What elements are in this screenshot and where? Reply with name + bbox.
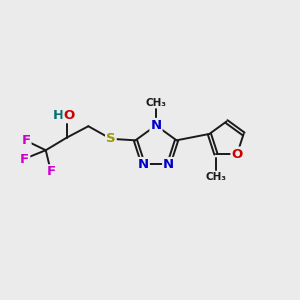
Text: O: O (64, 109, 75, 122)
Text: H: H (53, 109, 64, 122)
Text: N: N (163, 158, 174, 171)
Text: S: S (106, 132, 116, 145)
Text: N: N (138, 158, 149, 171)
Text: F: F (47, 165, 56, 178)
Text: O: O (232, 148, 243, 160)
Text: F: F (21, 134, 31, 147)
Text: F: F (20, 153, 29, 166)
Text: N: N (150, 119, 162, 132)
Text: CH₃: CH₃ (206, 172, 226, 182)
Text: CH₃: CH₃ (146, 98, 167, 108)
